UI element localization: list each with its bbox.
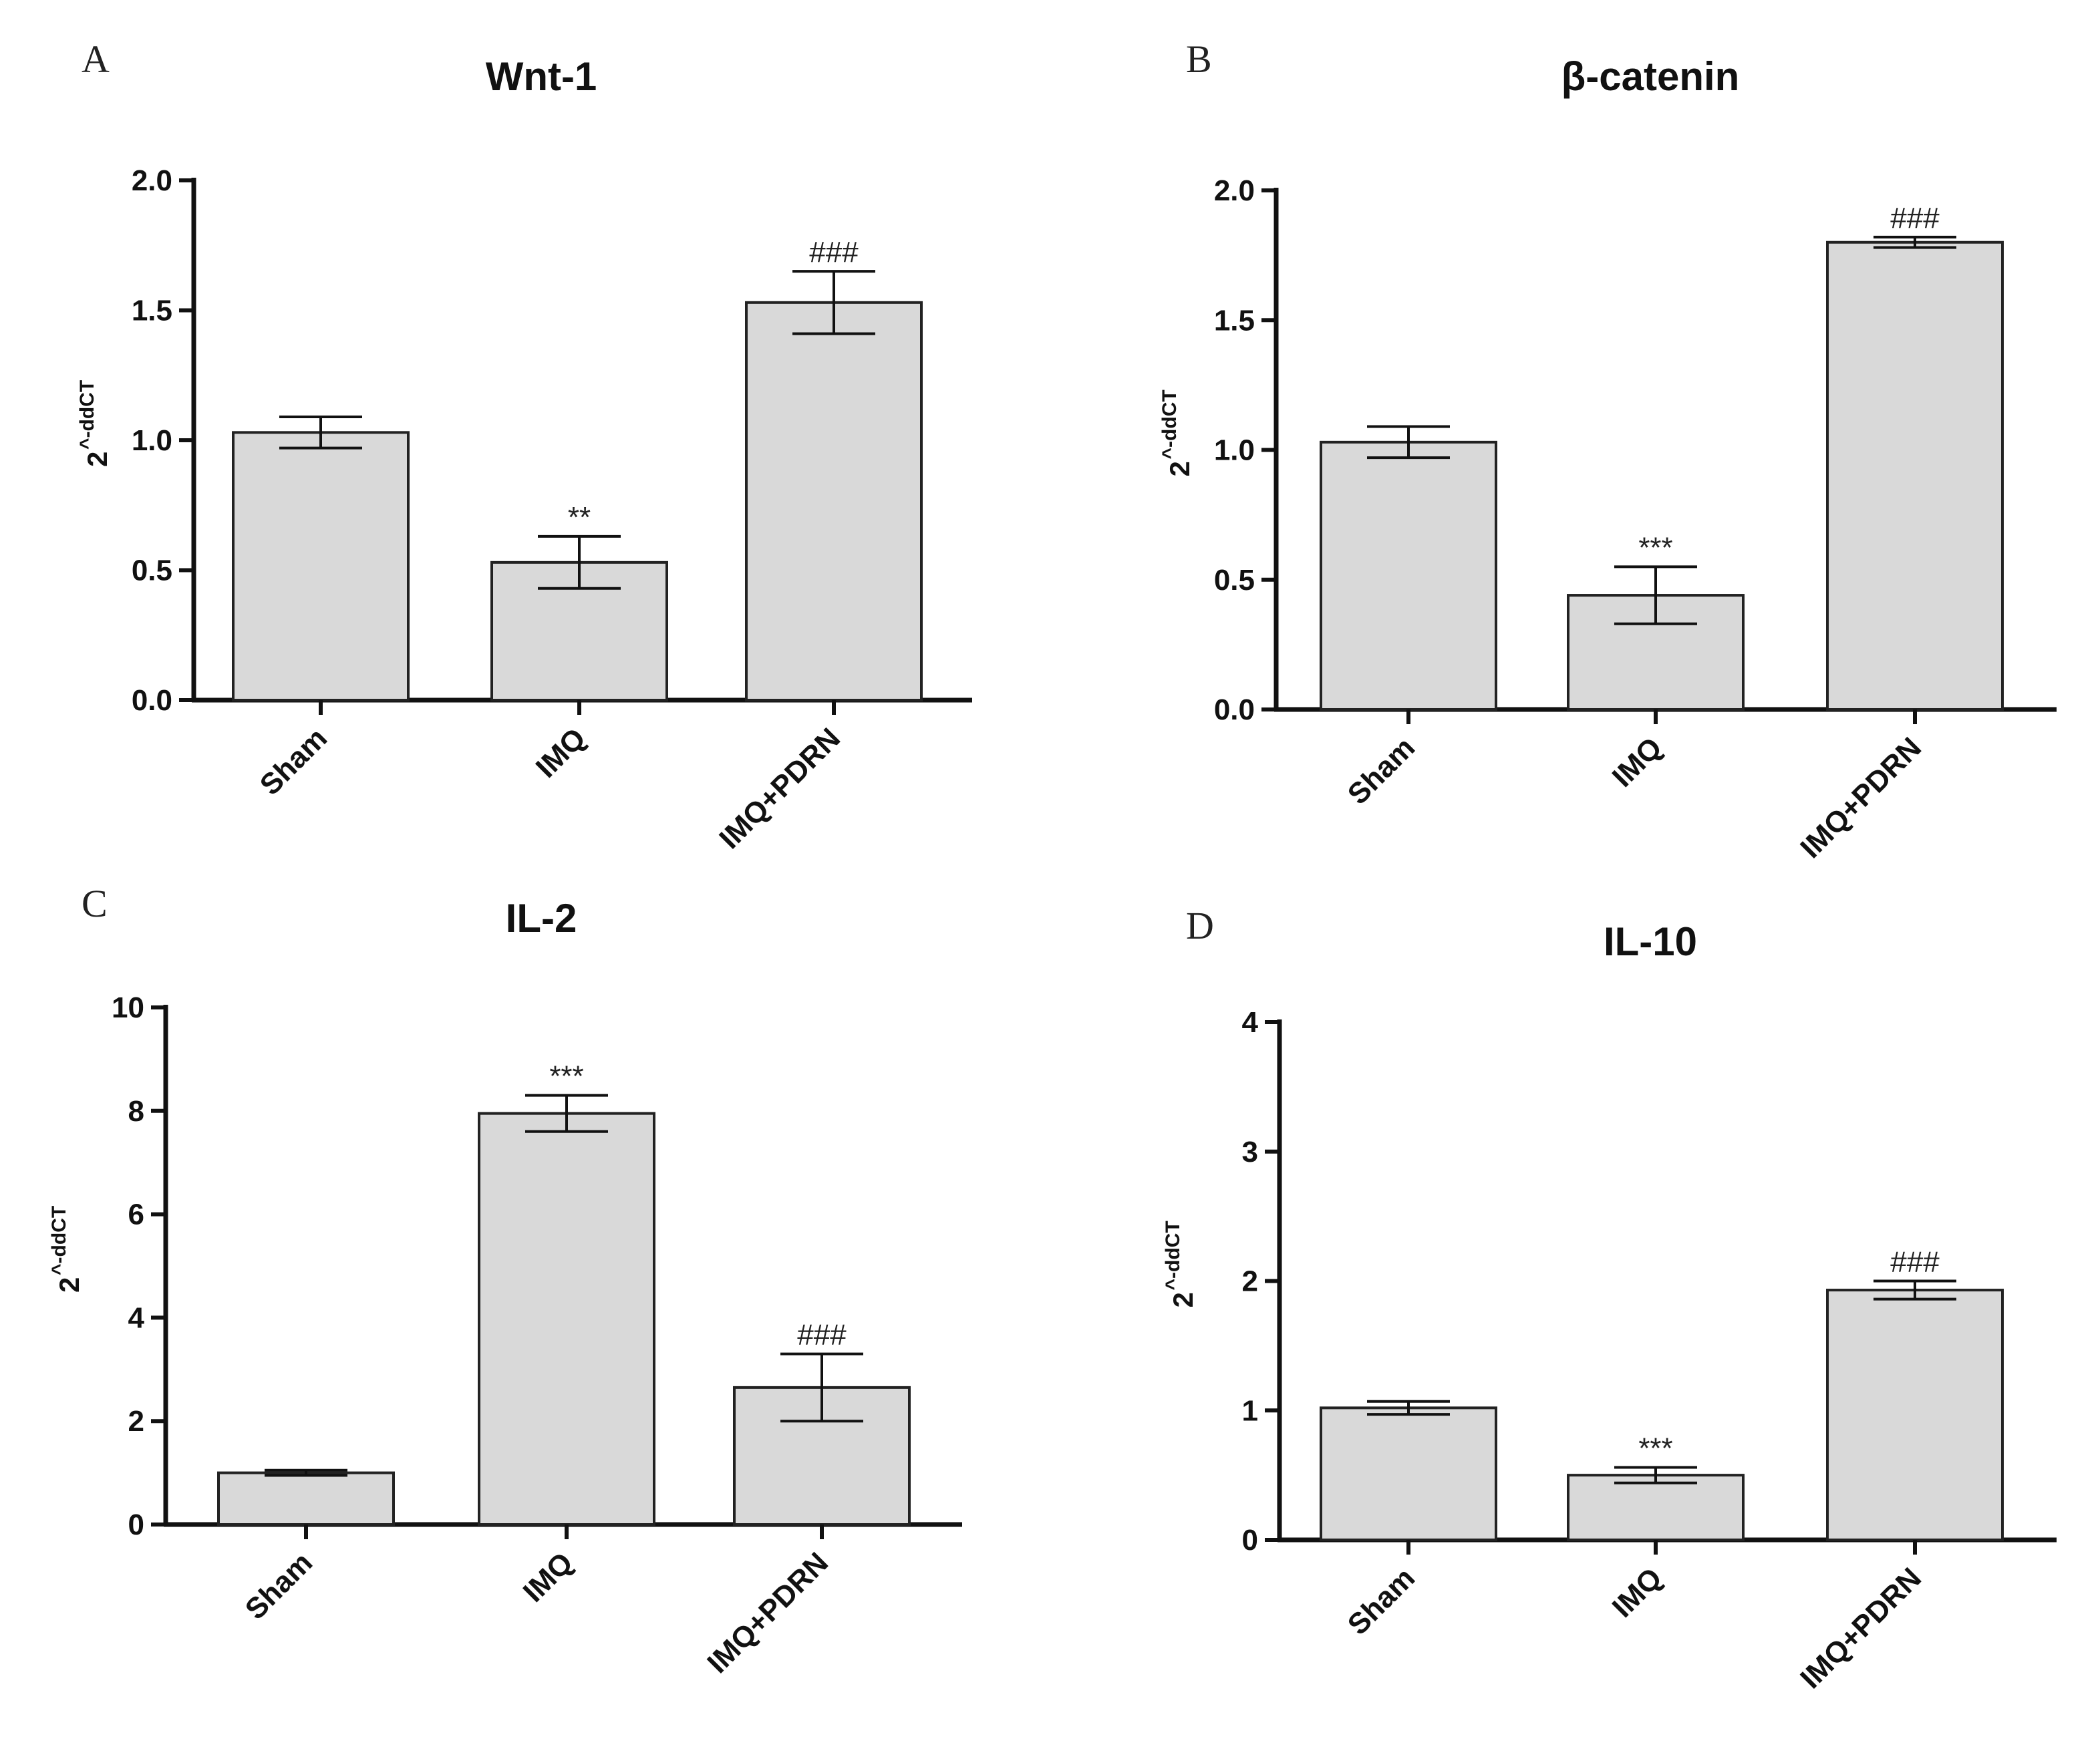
- chart-panel-c: C IL-2 2 ^-ddCT 0 2 4 6 8 10 Sham *** IMQ ### IMQ+PDRN: [48, 882, 962, 1680]
- bar-sham: [217, 1471, 395, 1527]
- y-axis-label-base: 2: [53, 1277, 85, 1293]
- bar-imq: [478, 1112, 655, 1527]
- y-axis-label-base: 2: [82, 452, 113, 467]
- bar-sham: [1320, 440, 1497, 711]
- category-label: IMQ: [517, 1546, 579, 1608]
- y-tick-label: 1: [1242, 1394, 1258, 1427]
- y-axis-label: 2 ^-ddCT: [1162, 1221, 1199, 1307]
- significance-label: ###: [797, 1319, 847, 1351]
- y-tick-label: 0.5: [1214, 564, 1255, 597]
- y-axis-label-base: 2: [1164, 461, 1195, 476]
- y-tick-label: 1.0: [1214, 434, 1255, 467]
- category-label: Sham: [254, 722, 333, 801]
- y-tick-label: 8: [128, 1095, 144, 1128]
- y-tick-label: 2.0: [1214, 174, 1255, 207]
- bar-imq: [1567, 1474, 1745, 1541]
- panel-letter: B: [1186, 37, 1212, 81]
- significance-label: ###: [1890, 1246, 1940, 1279]
- y-tick-label: 1.0: [132, 424, 172, 457]
- bar-imq-pdrn: [1826, 241, 2004, 711]
- panel-letter: D: [1186, 904, 1214, 947]
- y-tick-label: 10: [112, 991, 144, 1024]
- y-axis-label-exponent: ^-ddCT: [48, 1206, 70, 1275]
- category-label: Sham: [239, 1546, 319, 1625]
- y-tick-label: 3: [1242, 1136, 1258, 1168]
- y-axis-label: 2 ^-ddCT: [48, 1206, 85, 1293]
- y-tick-label: 0.0: [132, 684, 172, 717]
- y-tick-label: 1.5: [1214, 304, 1255, 337]
- category-label: IMQ: [530, 722, 592, 784]
- bar-imq-pdrn: [745, 301, 923, 701]
- category-label: IMQ: [1606, 1561, 1668, 1623]
- bar-imq-pdrn: [1826, 1289, 2004, 1541]
- chart-panel-d: D IL-10 2 ^-ddCT 0 1 2 3 4 Sham *** IMQ ### IMQ+PDRN: [1162, 904, 2057, 1695]
- y-tick-label: 0.5: [132, 554, 172, 587]
- category-label: IMQ+PDRN: [1794, 1561, 1928, 1695]
- y-tick-label: 0: [128, 1508, 144, 1541]
- y-tick-label: 2: [128, 1405, 144, 1438]
- category-label: IMQ: [1606, 731, 1668, 793]
- chart-title: IL-2: [506, 896, 577, 941]
- panel-letter: C: [82, 882, 108, 925]
- y-tick-label: 2: [1242, 1265, 1258, 1298]
- y-axis-label: 2 ^-ddCT: [1159, 389, 1195, 476]
- category-label: Sham: [1342, 731, 1421, 810]
- bar-sham: [1320, 1406, 1497, 1541]
- category-label: IMQ+PDRN: [701, 1546, 835, 1680]
- significance-label: ***: [1638, 531, 1672, 564]
- y-axis-label-exponent: ^-ddCT: [1162, 1221, 1184, 1290]
- significance-label: ###: [1890, 202, 1940, 234]
- y-tick-label: 4: [128, 1301, 145, 1334]
- bar-sham: [232, 431, 410, 702]
- y-axis-label-base: 2: [1167, 1292, 1199, 1307]
- chart-title: IL-10: [1604, 919, 1697, 964]
- chart-panel-a: A Wnt-1 2 ^-ddCT 0.0 0.5 1.0 1.5 2.0 Sham ** IMQ ###…: [76, 37, 972, 855]
- y-tick-label: 1.5: [132, 295, 172, 327]
- y-axis-label-exponent: ^-ddCT: [76, 380, 98, 450]
- category-label: IMQ+PDRN: [1794, 731, 1928, 864]
- chart-title: β-catenin: [1561, 54, 1740, 99]
- y-tick-label: 0: [1242, 1524, 1258, 1557]
- category-label: Sham: [1342, 1561, 1421, 1641]
- significance-label: ***: [1638, 1432, 1672, 1465]
- chart-title: Wnt-1: [486, 54, 597, 99]
- y-axis-label-exponent: ^-ddCT: [1159, 389, 1181, 459]
- category-label: IMQ+PDRN: [713, 722, 847, 855]
- y-tick-label: 6: [128, 1199, 144, 1231]
- y-tick-label: 0.0: [1214, 693, 1255, 726]
- y-axis-label: 2 ^-ddCT: [76, 380, 113, 467]
- y-tick-label: 4: [1242, 1006, 1259, 1039]
- y-tick-label: 2.0: [132, 164, 172, 197]
- significance-label: ***: [549, 1060, 583, 1093]
- significance-label: ###: [809, 236, 859, 269]
- panel-letter: A: [82, 37, 110, 81]
- significance-label: **: [568, 501, 591, 534]
